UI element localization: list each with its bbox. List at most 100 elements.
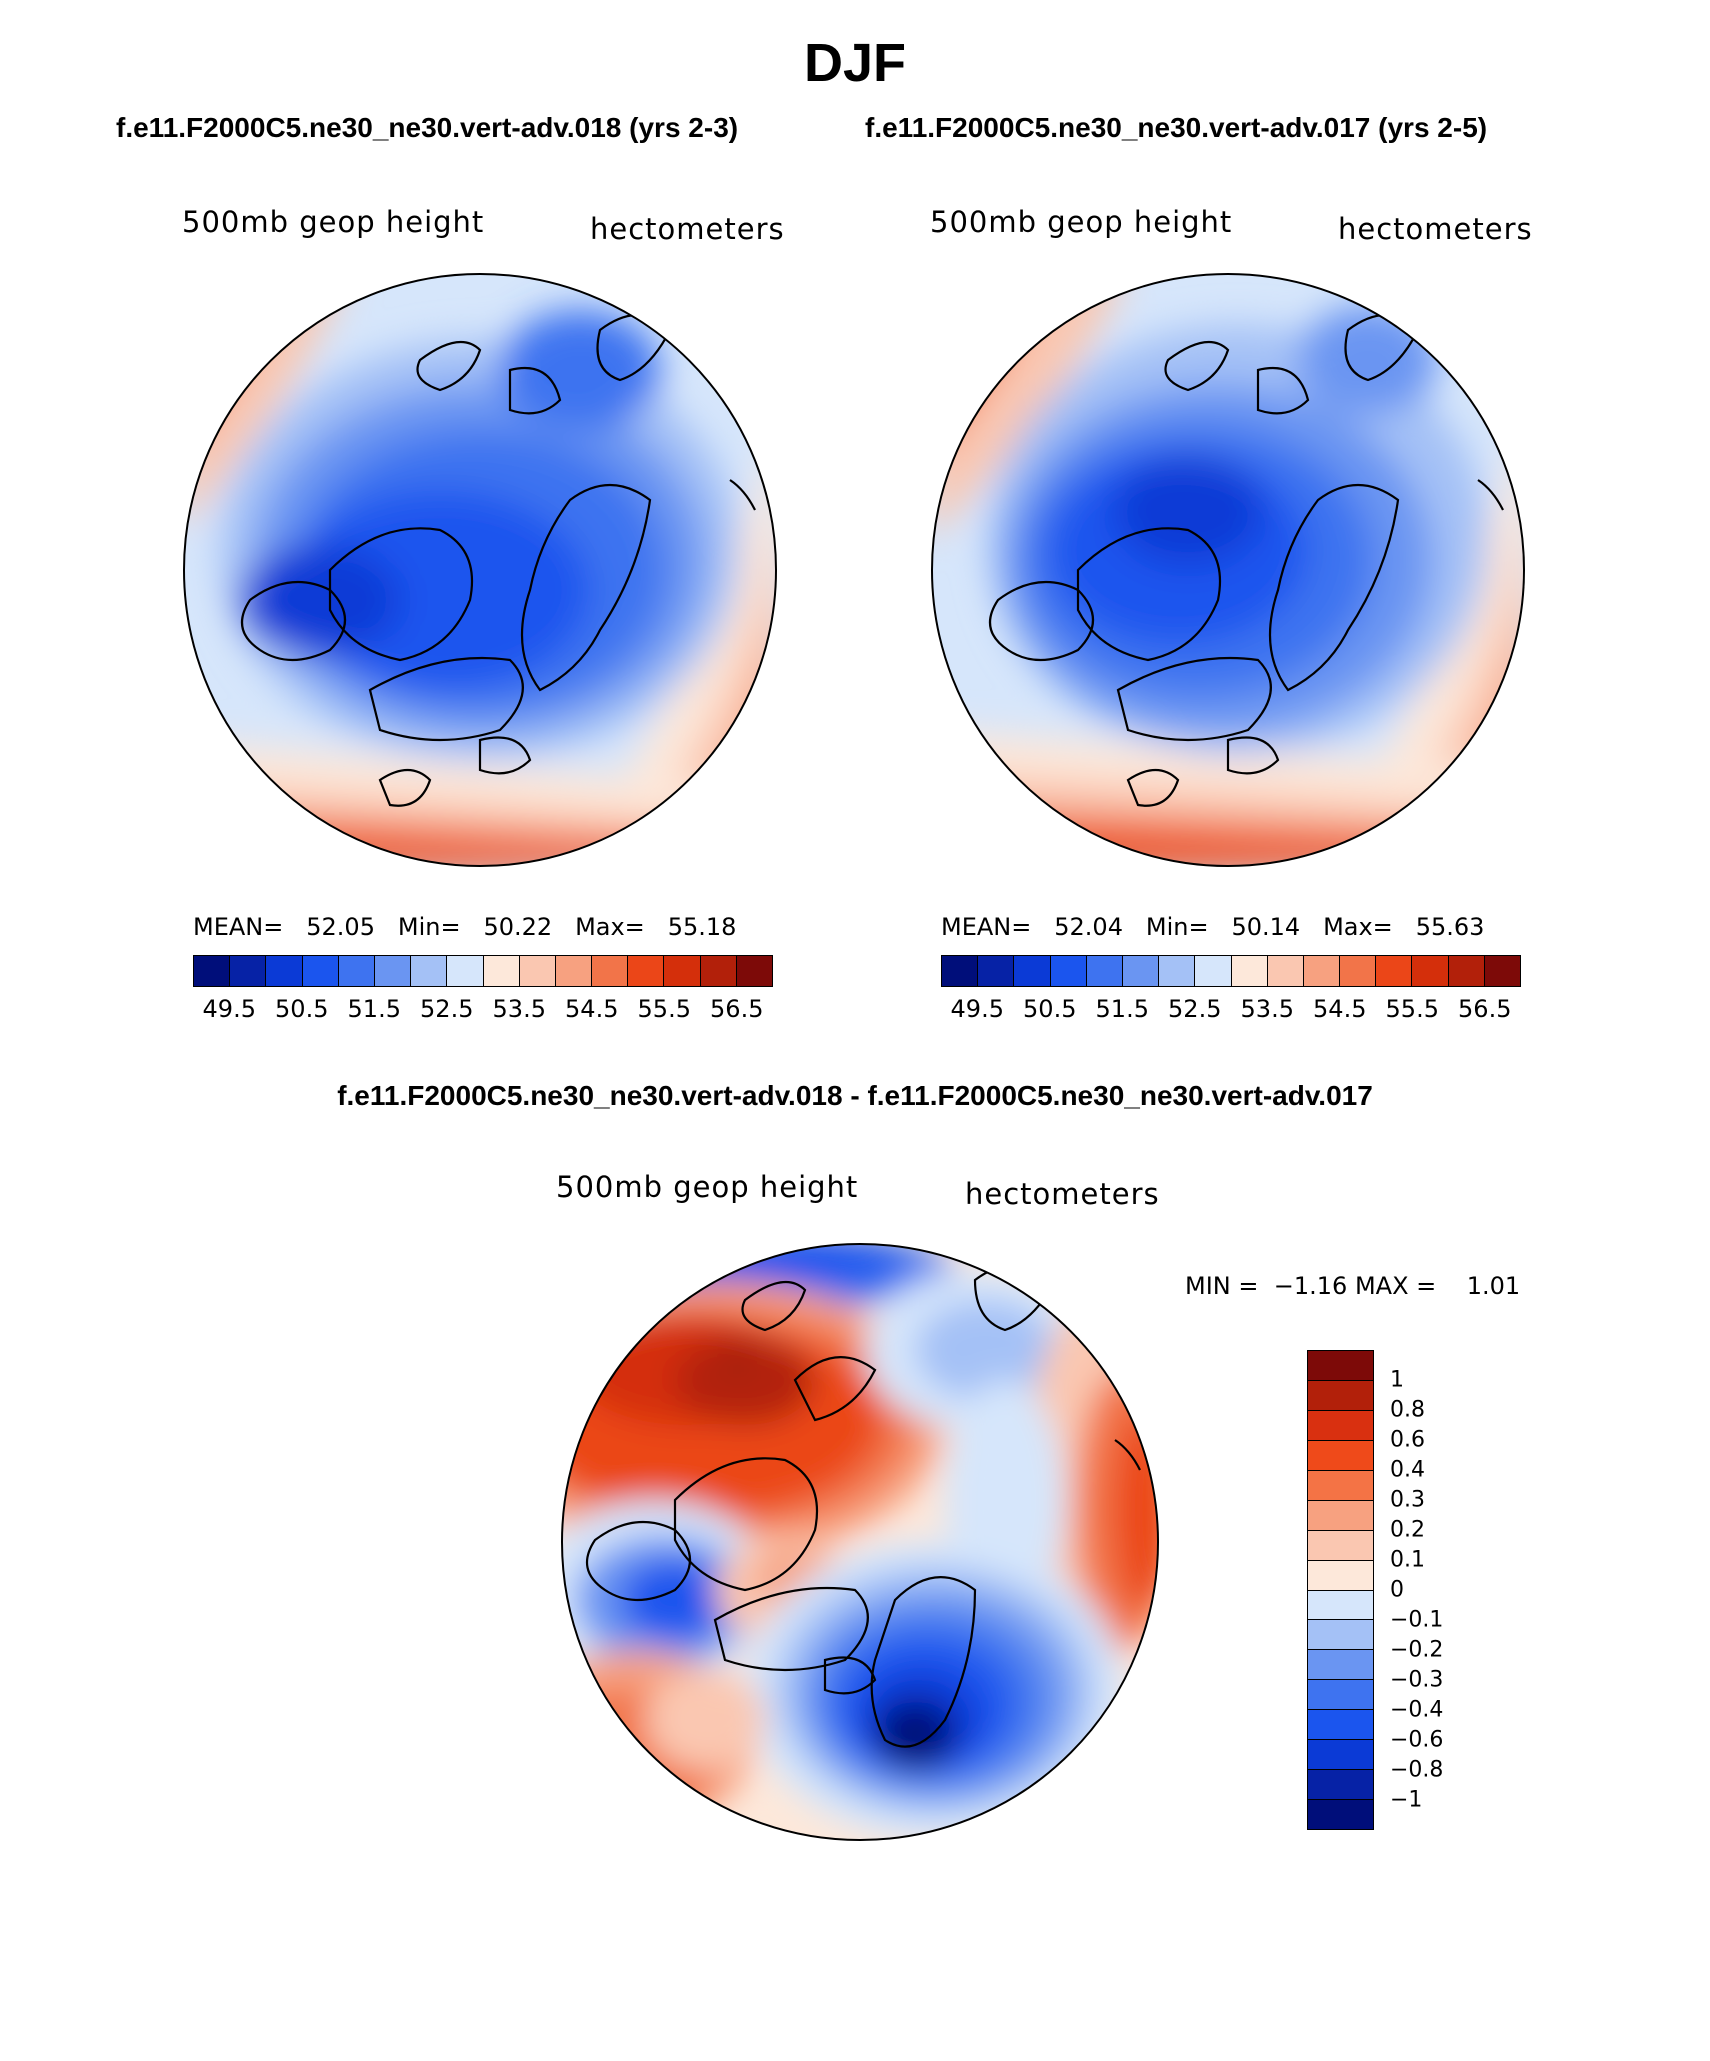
panel-1-colorbar-swatch (519, 956, 556, 986)
diff-colorbar-swatch (1308, 1351, 1373, 1381)
panel-2-colorbar-swatch (1122, 956, 1160, 986)
diff-colorbar-ticks: 1 0.8 0.6 0.4 0.3 0.2 0.1 0 −0.1 −0.2 −0.3 −0.4 −0.6… (1390, 1350, 1510, 1830)
panel-1-mean-value: 52.05 (306, 913, 375, 941)
diff-colorbar-swatch (1308, 1530, 1373, 1561)
panel-1-colorbar-tick-label: 50.5 (275, 995, 329, 1023)
diff-min-label: MIN = (1185, 1272, 1259, 1300)
panel-1-colorbar-swatch (302, 956, 339, 986)
panel-1-colorbar-tick-label: 52.5 (420, 995, 474, 1023)
panel-2-min-value: 50.14 (1231, 913, 1301, 941)
panel-2-max-label: Max= (1323, 913, 1393, 941)
panel-1-colorbar (193, 955, 773, 987)
diff-colorbar-tick-label: 0.2 (1390, 1517, 1425, 1543)
panel-2-colorbar-swatch (1376, 956, 1413, 986)
diff-max-value: 1.01 (1466, 1272, 1521, 1300)
panel-1-colorbar-swatch (374, 956, 412, 986)
panel-1-colorbar-tick-label: 54.5 (565, 995, 619, 1023)
panel-1-colorbar-swatch (736, 956, 772, 986)
panel-2-mean-label: MEAN= (941, 913, 1032, 941)
panel-2-colorbar (941, 955, 1521, 987)
panel-2-colorbar-tick-label: 50.5 (1023, 995, 1077, 1023)
panel-1-colorbar-swatch (555, 956, 593, 986)
panel-1-stats: MEAN= 52.05 Min= 50.22 Max= 55.18 (193, 913, 736, 941)
diff-units-label: hectometers (965, 1177, 1160, 1211)
panel-2-colorbar-swatch (1303, 956, 1341, 986)
panel-1-units-label: hectometers (590, 212, 785, 246)
panel-2-colorbar-tick-label: 51.5 (1095, 995, 1149, 1023)
panel-1-colorbar-ticks: 49.5 50.5 51.5 52.5 53.5 54.5 55.5 56.5 (193, 995, 773, 1025)
diff-colorbar-swatch (1308, 1380, 1373, 1411)
panel-2-colorbar-tick-label: 53.5 (1240, 995, 1294, 1023)
panel-2-colorbar-swatch (1086, 956, 1123, 986)
panel-1-polar-map (183, 273, 777, 867)
panel-1-min-value: 50.22 (483, 913, 553, 941)
diff-colorbar-swatch (1308, 1650, 1373, 1681)
panel-2-polar-map (931, 273, 1525, 867)
diff-colorbar-swatch (1308, 1500, 1373, 1531)
diff-colorbar-swatch (1308, 1410, 1373, 1441)
panel-1-colorbar-swatch (628, 956, 665, 986)
panel-2-colorbar-swatch (1340, 956, 1377, 986)
diff-polar-map (561, 1243, 1159, 1841)
difference-title: f.e11.F2000C5.ne30_ne30.vert-adv.018 - f… (337, 1080, 1373, 1111)
panel-2-variable-label: 500mb geop height (930, 205, 1233, 239)
panel-1-mean-label: MEAN= (193, 913, 284, 941)
panel-2-colorbar-swatch (1448, 956, 1485, 986)
diff-colorbar-swatch (1308, 1770, 1373, 1801)
panel-2-max-value: 55.63 (1415, 913, 1485, 941)
diff-colorbar-tick-label: −1 (1390, 1787, 1423, 1813)
panel-1-colorbar-tick-label: 55.5 (637, 995, 691, 1023)
diff-max-label: MAX = (1354, 1272, 1437, 1300)
panel-2-mean-value: 52.04 (1054, 913, 1123, 941)
panel-1-colorbar-swatch (483, 956, 520, 986)
right-panel-subtitle: f.e11.F2000C5.ne30_ne30.vert-adv.017 (yr… (865, 112, 1488, 143)
panel-1-colorbar-tick-label: 56.5 (710, 995, 764, 1023)
diff-colorbar-swatch (1308, 1740, 1373, 1771)
diff-colorbar (1307, 1350, 1374, 1830)
panel-2-colorbar-swatch (1267, 956, 1304, 986)
panel-2-colorbar-swatch (1050, 956, 1087, 986)
diff-colorbar-swatch (1308, 1680, 1373, 1711)
panel-2-stats: MEAN= 52.04 Min= 50.14 Max= 55.63 (941, 913, 1484, 941)
diff-colorbar-tick-label: −0.1 (1390, 1607, 1444, 1633)
panel-1-colorbar-swatch (592, 956, 629, 986)
panel-1-colorbar-tick-label: 53.5 (492, 995, 546, 1023)
panel-2-colorbar-swatch (978, 956, 1015, 986)
diff-colorbar-tick-label: −0.6 (1390, 1727, 1444, 1753)
diff-colorbar-swatch (1308, 1440, 1373, 1471)
panel-2-colorbar-swatch (1195, 956, 1232, 986)
diff-colorbar-tick-label: −0.2 (1390, 1637, 1444, 1663)
panel-1-colorbar-swatch (266, 956, 303, 986)
panel-1-variable-label: 500mb geop height (182, 205, 485, 239)
diff-colorbar-tick-label: 0.1 (1390, 1547, 1425, 1573)
panel-1-colorbar-swatch (447, 956, 484, 986)
diff-colorbar-tick-label: −0.4 (1390, 1697, 1444, 1723)
panel-1-colorbar-tick-label: 49.5 (202, 995, 256, 1023)
panel-1-colorbar-swatch (664, 956, 701, 986)
panel-2-colorbar-ticks: 49.5 50.5 51.5 52.5 53.5 54.5 55.5 56.5 (941, 995, 1521, 1025)
diff-colorbar-tick-label: −0.3 (1390, 1667, 1444, 1693)
diff-colorbar-swatch (1308, 1710, 1373, 1741)
diff-stats: MIN = −1.16 MAX = 1.01 (1185, 1272, 1520, 1300)
panel-2-units-label: hectometers (1338, 212, 1533, 246)
panel-2-colorbar-swatch (1159, 956, 1196, 986)
panel-2-colorbar-tick-label: 54.5 (1313, 995, 1367, 1023)
panel-1-colorbar-swatch (338, 956, 375, 986)
panel-2-colorbar-swatch (1412, 956, 1449, 986)
diff-colorbar-tick-label: 0 (1390, 1577, 1404, 1603)
panel-2-colorbar-swatch (1484, 956, 1520, 986)
panel-2-colorbar-swatch (942, 956, 979, 986)
diff-colorbar-tick-label: 0.3 (1390, 1487, 1425, 1513)
panel-2-min-label: Min= (1145, 913, 1209, 941)
panel-1-coastlines (240, 313, 756, 807)
panel-1-min-label: Min= (397, 913, 461, 941)
diff-colorbar-tick-label: 0.6 (1390, 1427, 1425, 1453)
diff-colorbar-swatch (1308, 1620, 1373, 1651)
diff-colorbar-swatch (1308, 1560, 1373, 1591)
diff-colorbar-tick-label: −0.8 (1390, 1757, 1444, 1783)
panel-1-max-label: Max= (575, 913, 645, 941)
panel-1-max-value: 55.18 (667, 913, 737, 941)
panel-2-colorbar-swatch (1014, 956, 1051, 986)
diff-colorbar-tick-label: 1 (1390, 1367, 1404, 1393)
diff-colorbar-tick-label: 0.4 (1390, 1457, 1425, 1483)
